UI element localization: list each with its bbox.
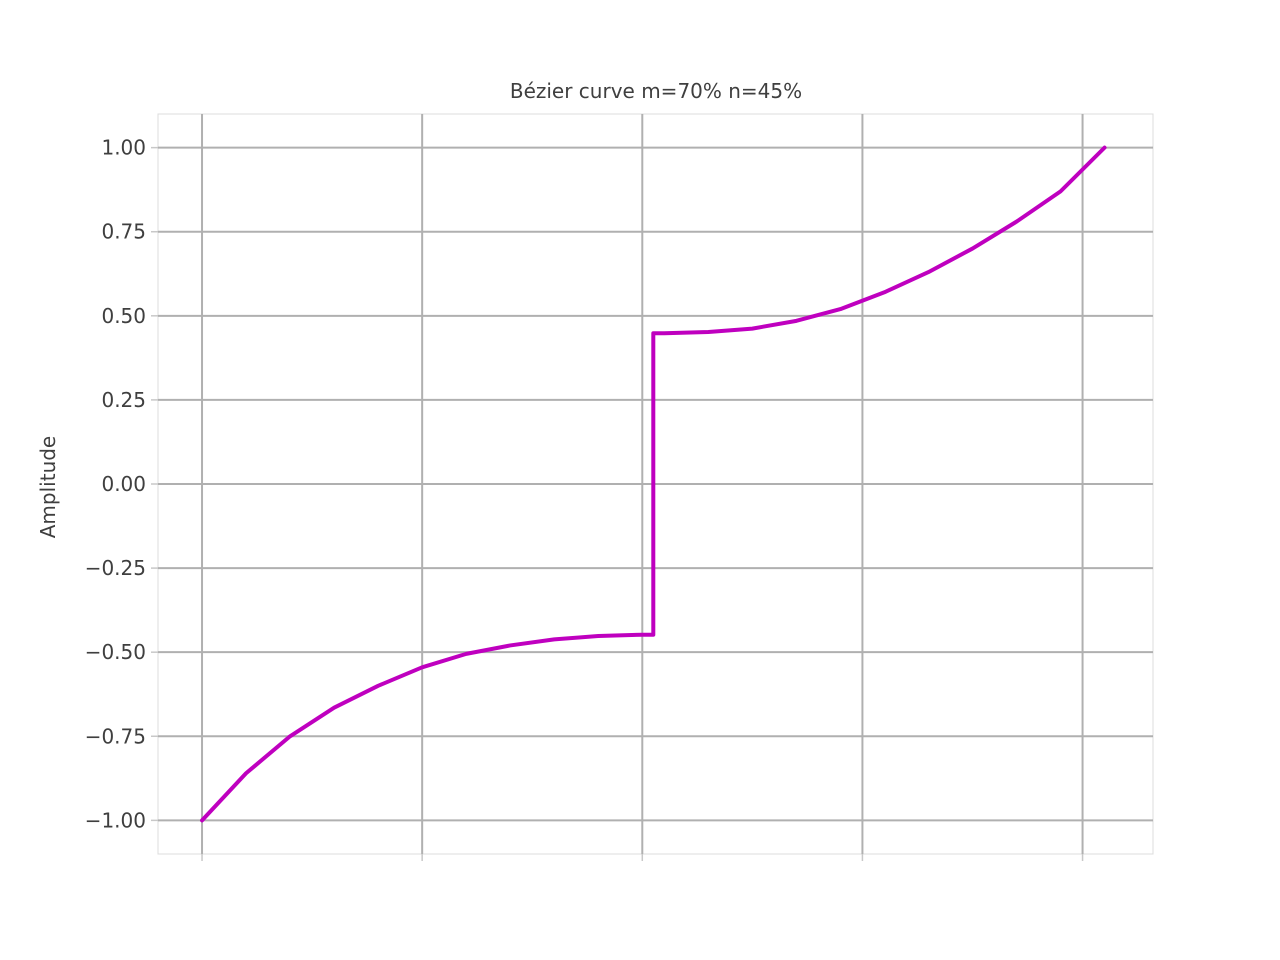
series-line xyxy=(200,145,1107,823)
series-layer xyxy=(200,145,1107,823)
y-tick-label: 0.50 xyxy=(101,304,146,328)
y-tick-label: −0.50 xyxy=(85,640,146,664)
y-tick-label: 0.25 xyxy=(101,388,146,412)
y-tick-labels: −1.00 −0.75 −0.50 −0.25 0.00 0.25 0.50 0.75 1.00 xyxy=(85,136,158,832)
chart-title: Bézier curve m=70% n=45% xyxy=(510,79,802,103)
x-tick-marks xyxy=(201,854,1084,861)
y-tick-label: −1.00 xyxy=(85,808,146,832)
y-tick-label: −0.25 xyxy=(85,556,146,580)
y-tick-label: 0.75 xyxy=(101,220,146,244)
y-tick-label: 1.00 xyxy=(101,136,146,160)
y-tick-label: 0.00 xyxy=(101,472,146,496)
y-tick-label: −0.75 xyxy=(85,724,146,748)
y-axis-label: Amplitude xyxy=(36,436,60,539)
y-grid xyxy=(158,146,1153,822)
plot-area: −1.00 −0.75 −0.50 −0.25 0.00 0.25 0.50 0.75 1.00 xyxy=(85,113,1154,861)
